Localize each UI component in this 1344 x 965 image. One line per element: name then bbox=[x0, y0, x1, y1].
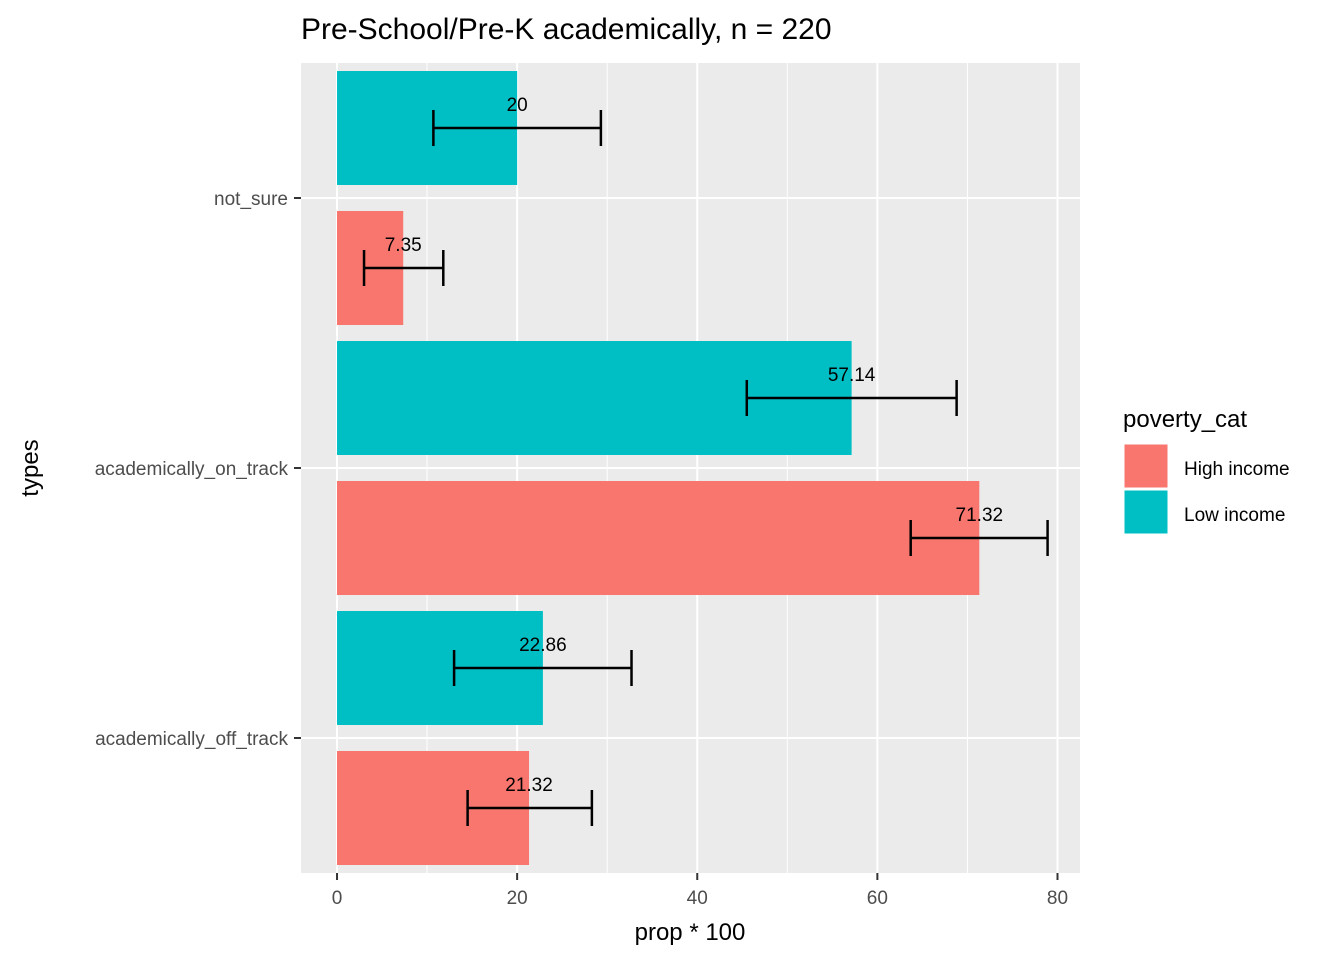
error-bar-low-income bbox=[745, 380, 958, 416]
legend: poverty_cat High income Low income bbox=[1123, 406, 1290, 535]
y-tick-label: not_sure bbox=[214, 189, 288, 210]
data-label-high-income: 21.32 bbox=[505, 775, 553, 796]
x-tick-label: 80 bbox=[1047, 888, 1068, 909]
grid-lines bbox=[301, 63, 1080, 873]
y-tick-label: academically_off_track bbox=[95, 729, 288, 750]
axes: 0 20 40 60 80 academically_off_track academica… bbox=[95, 189, 1068, 909]
error-bar-low-income bbox=[432, 110, 603, 146]
x-axis-title: prop * 100 bbox=[635, 919, 746, 946]
data-label-low-income: 22.86 bbox=[519, 635, 567, 656]
y-tick-label: academically_on_track bbox=[95, 459, 289, 480]
data-labels: 21.32 71.32 7.35 22.86 57.14 20 bbox=[385, 95, 1003, 796]
legend-label-low-income: Low income bbox=[1184, 505, 1285, 526]
x-tick-label: 0 bbox=[332, 888, 343, 909]
error-bar-low-income bbox=[452, 650, 633, 686]
data-label-high-income: 71.32 bbox=[956, 505, 1004, 526]
legend-label-high-income: High income bbox=[1184, 459, 1290, 480]
bar-high-income bbox=[337, 481, 980, 595]
data-label-high-income: 7.35 bbox=[385, 235, 422, 256]
error-bars bbox=[362, 110, 1049, 826]
x-tick-label: 60 bbox=[867, 888, 888, 909]
legend-key-low-income bbox=[1123, 489, 1169, 535]
x-tick-label: 20 bbox=[507, 888, 528, 909]
legend-key-high-income bbox=[1123, 443, 1169, 489]
error-bar-high-income bbox=[909, 520, 1049, 556]
x-tick-label: 40 bbox=[687, 888, 708, 909]
data-label-low-income: 57.14 bbox=[828, 365, 876, 386]
data-label-low-income: 20 bbox=[507, 95, 528, 116]
error-bar-high-income bbox=[466, 790, 594, 826]
chart-title: Pre-School/Pre-K academically, n = 220 bbox=[301, 13, 832, 46]
error-bar-high-income bbox=[362, 250, 445, 286]
y-axis-title: types bbox=[17, 439, 44, 496]
legend-title: poverty_cat bbox=[1123, 406, 1247, 433]
